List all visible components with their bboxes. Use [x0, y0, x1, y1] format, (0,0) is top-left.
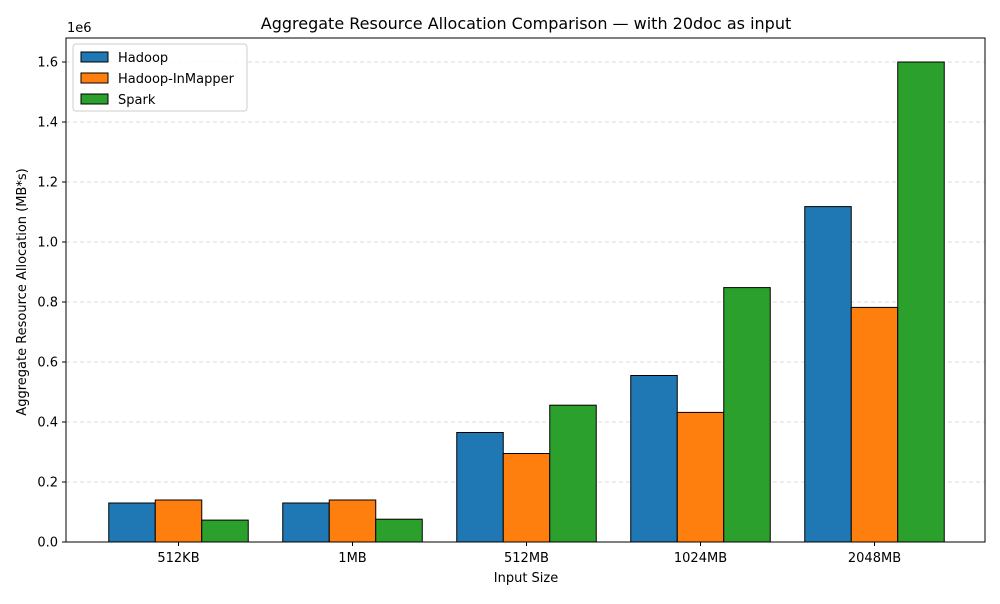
y-tick-label: 0.0 — [37, 536, 58, 551]
x-tick-label: 1MB — [338, 551, 366, 566]
bar-hadoop-1mb — [282, 502, 330, 543]
legend: Hadoop Hadoop-InMapper Spark — [72, 43, 248, 112]
bar-hadoop-inmapper-512mb — [502, 453, 551, 543]
y-tick-label: 1.0 — [37, 236, 58, 251]
bar-spark-512mb — [549, 404, 597, 543]
bar-spark-1mb — [375, 518, 423, 543]
y-tick-label: 0.2 — [37, 476, 58, 491]
bar-hadoop-512mb — [456, 432, 504, 543]
y-tick-label: 1.4 — [37, 116, 58, 131]
legend-label: Hadoop-InMapper — [118, 72, 235, 87]
x-tick-label: 512MB — [504, 551, 549, 566]
legend-swatch — [80, 93, 109, 105]
bar-hadoop-1024mb — [630, 375, 678, 543]
bar-hadoop-inmapper-1024mb — [676, 411, 725, 543]
legend-label: Hadoop — [118, 51, 168, 66]
bar-spark-2048mb — [897, 61, 945, 543]
y-tick-label: 0.6 — [37, 356, 58, 371]
legend-box — [72, 43, 248, 112]
bar-hadoop-2048mb — [804, 206, 852, 543]
y-tick-label: 0.8 — [37, 296, 58, 311]
y-tick-label: 0.4 — [37, 416, 58, 431]
x-tick-label: 512KB — [157, 551, 199, 566]
bar-hadoop-inmapper-2048mb — [850, 306, 899, 543]
legend-label: Spark — [118, 93, 156, 108]
chart-title: Aggregate Resource Allocation Comparison… — [261, 14, 791, 33]
legend-swatch — [80, 51, 109, 63]
bar-hadoop-512kb — [108, 502, 156, 543]
bar-spark-512kb — [201, 519, 249, 543]
bars-layer — [108, 61, 945, 543]
bar-hadoop-inmapper-512kb — [154, 499, 203, 543]
x-tick-label: 2048MB — [848, 551, 901, 566]
x-axis-label: Input Size — [494, 571, 558, 586]
y-tick-label: 1.2 — [37, 176, 58, 191]
y-axis-offset-label: 1e6 — [67, 21, 92, 36]
bar-spark-1024mb — [723, 287, 771, 543]
y-tick-label: 1.6 — [37, 56, 58, 71]
y-axis-label: Aggregate Resource Allocation (MB*s) — [15, 168, 30, 415]
legend-swatch — [80, 72, 109, 84]
bar-hadoop-inmapper-1mb — [328, 499, 377, 543]
x-tick-label: 1024MB — [674, 551, 727, 566]
ticks-layer: 0.0 0.2 0.4 0.6 0.8 1.0 1.2 1.4 1.6 512KB 1MB 512MB… — [37, 56, 901, 567]
axes-frame — [65, 37, 986, 543]
